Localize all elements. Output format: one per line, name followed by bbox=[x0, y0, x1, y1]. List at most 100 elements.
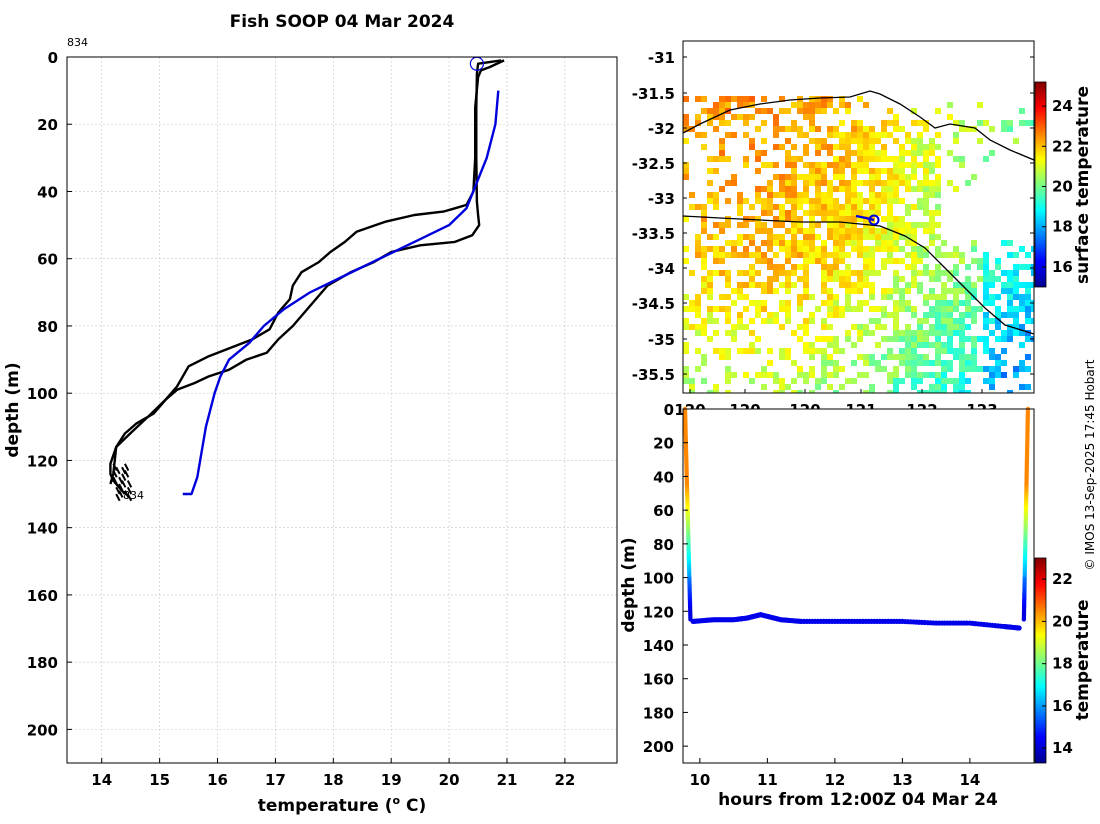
sst-cell bbox=[941, 252, 947, 258]
sst-cell bbox=[839, 174, 845, 180]
sst-cell bbox=[749, 378, 755, 384]
sst-cell bbox=[857, 240, 863, 246]
sst-cell bbox=[803, 102, 809, 108]
sst-cell bbox=[815, 258, 821, 264]
sst-cell bbox=[803, 210, 809, 216]
sst-cell bbox=[689, 378, 695, 384]
sst-cell bbox=[845, 204, 851, 210]
sst-cell bbox=[827, 264, 833, 270]
sst-cell bbox=[923, 192, 929, 198]
sst-cell bbox=[695, 204, 701, 210]
sst-cell bbox=[713, 102, 719, 108]
sst-cell bbox=[1019, 108, 1025, 114]
sst-cell bbox=[947, 342, 953, 348]
sst-cell bbox=[815, 246, 821, 252]
sst-cell bbox=[1025, 312, 1031, 318]
sst-cell bbox=[701, 264, 707, 270]
sst-cell bbox=[989, 150, 995, 156]
sst-cell bbox=[719, 150, 725, 156]
sst-cell bbox=[923, 300, 929, 306]
sst-cell bbox=[785, 228, 791, 234]
sst-cell bbox=[743, 294, 749, 300]
sst-cell bbox=[743, 102, 749, 108]
sst-cell bbox=[899, 336, 905, 342]
sst-cell bbox=[845, 264, 851, 270]
sst-cell bbox=[923, 336, 929, 342]
sst-cell bbox=[833, 144, 839, 150]
sst-cell bbox=[917, 162, 923, 168]
sst-cell bbox=[785, 150, 791, 156]
y-tick-label: 0 bbox=[48, 49, 58, 67]
sst-cell bbox=[995, 306, 1001, 312]
sst-cell bbox=[887, 228, 893, 234]
sst-cell bbox=[893, 330, 899, 336]
sst-cell bbox=[917, 318, 923, 324]
sst-cell bbox=[965, 366, 971, 372]
sst-cell bbox=[821, 204, 827, 210]
sst-cell bbox=[851, 282, 857, 288]
chart-title: Fish SOOP 04 Mar 2024 bbox=[230, 12, 455, 32]
sst-cell bbox=[863, 324, 869, 330]
sst-cell bbox=[701, 354, 707, 360]
sst-cell bbox=[887, 390, 893, 393]
sst-cell bbox=[863, 390, 869, 393]
sst-cell bbox=[869, 294, 875, 300]
sst-cell bbox=[779, 378, 785, 384]
sst-cell bbox=[767, 372, 773, 378]
sst-cell bbox=[803, 282, 809, 288]
sst-cell bbox=[965, 336, 971, 342]
sst-cell bbox=[905, 354, 911, 360]
sst-cell bbox=[923, 354, 929, 360]
sst-cell bbox=[1019, 342, 1025, 348]
sst-cell bbox=[797, 264, 803, 270]
sst-cell bbox=[683, 174, 689, 180]
sst-cell bbox=[941, 300, 947, 306]
sst-cell bbox=[701, 252, 707, 258]
sst-cell bbox=[917, 258, 923, 264]
sst-cell bbox=[701, 324, 707, 330]
sst-cell bbox=[725, 102, 731, 108]
sst-cell bbox=[743, 252, 749, 258]
sst-cell bbox=[743, 324, 749, 330]
sst-cell bbox=[899, 276, 905, 282]
sst-cell bbox=[899, 156, 905, 162]
sst-colorbar bbox=[1034, 81, 1047, 288]
sst-cell bbox=[821, 108, 827, 114]
x-tick-label: 20 bbox=[439, 771, 460, 789]
sst-cell bbox=[905, 372, 911, 378]
sst-cell bbox=[701, 246, 707, 252]
sst-cell bbox=[821, 324, 827, 330]
sst-cell bbox=[785, 174, 791, 180]
sst-cell bbox=[941, 270, 947, 276]
sst-cell bbox=[803, 180, 809, 186]
sst-cell bbox=[839, 276, 845, 282]
sst-cell bbox=[851, 216, 857, 222]
x-tick-label: 22 bbox=[554, 771, 575, 789]
sst-cell bbox=[923, 168, 929, 174]
sst-cell bbox=[725, 348, 731, 354]
sst-cell bbox=[755, 156, 761, 162]
sst-cell bbox=[923, 162, 929, 168]
sst-cell bbox=[767, 210, 773, 216]
sst-cell bbox=[833, 198, 839, 204]
sst-cell bbox=[899, 348, 905, 354]
sst-cell bbox=[701, 360, 707, 366]
sst-cell bbox=[965, 378, 971, 384]
sst-cell bbox=[821, 168, 827, 174]
sst-cell bbox=[851, 198, 857, 204]
sst-cell bbox=[929, 138, 935, 144]
sst-cell bbox=[701, 228, 707, 234]
sst-cell bbox=[881, 216, 887, 222]
sst-cell bbox=[761, 300, 767, 306]
sst-cell bbox=[995, 264, 1001, 270]
sst-cell bbox=[755, 168, 761, 174]
sst-cell bbox=[875, 174, 881, 180]
sst-cell bbox=[785, 300, 791, 306]
sst-cell bbox=[851, 138, 857, 144]
sst-cell bbox=[929, 216, 935, 222]
sst-cell bbox=[707, 336, 713, 342]
sst-cell bbox=[947, 336, 953, 342]
sst-cell bbox=[749, 300, 755, 306]
sst-cell bbox=[719, 228, 725, 234]
